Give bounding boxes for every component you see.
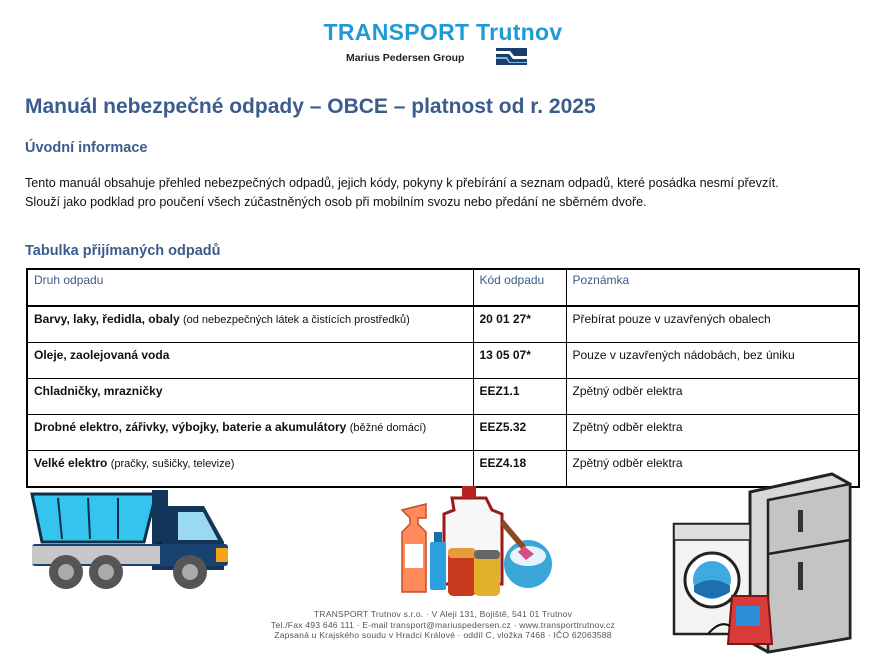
waste-remark-cell: Zpětný odběr elektra	[565, 378, 860, 415]
waste-type-name: Velké elektro	[34, 456, 108, 470]
intro-heading: Úvodní informace	[25, 140, 148, 156]
intro-paragraph: Tento manuál obsahuje přehled nebezpečný…	[25, 174, 865, 212]
waste-code-cell: EEZ4.18	[472, 450, 567, 488]
waste-type-cell: Drobné elektro, zářivky, výbojky, bateri…	[26, 414, 474, 451]
footer-address: TRANSPORT Trutnov s.r.o. · V Aleji 131, …	[313, 609, 573, 619]
waste-code-cell: 20 01 27*	[472, 305, 567, 343]
footer: TRANSPORT Trutnov s.r.o. · V Aleji 131, …	[0, 609, 886, 641]
waste-type-name: Chladničky, mrazničky	[34, 384, 163, 398]
waste-type-name: Barvy, laky, ředidla, obaly	[34, 312, 180, 326]
appliances-illustration	[672, 472, 852, 654]
table-heading: Tabulka přijímaných odpadů	[25, 243, 221, 259]
waste-type-cell: Chladničky, mrazničky	[26, 378, 474, 415]
waste-code-cell: EEZ1.1	[472, 378, 567, 415]
waste-type-cell: Barvy, laky, ředidla, obaly (od nebezpeč…	[26, 305, 474, 343]
table-row: Velké elektro (pračky, sušičky, televize…	[26, 450, 860, 488]
chemical-bottles-illustration	[400, 486, 552, 596]
table-row: Oleje, zaolejovaná voda 13 05 07* Pouze …	[26, 342, 860, 379]
waste-table: Druh odpadu Kód odpadu Poznámka Barvy, l…	[26, 268, 860, 488]
group-name: Marius Pedersen Group	[346, 52, 465, 64]
dump-truck-illustration	[30, 490, 228, 589]
table-row: Chladničky, mrazničky EEZ1.1 Zpětný odbě…	[26, 378, 860, 415]
table-row: Drobné elektro, zářivky, výbojky, bateri…	[26, 414, 860, 451]
document-title: Manuál nebezpečné odpady – OBCE – platno…	[25, 95, 596, 118]
waste-code-cell: 13 05 07*	[472, 342, 567, 379]
footer-registration: Zapsaná u Krajského soudu v Hradci Králo…	[274, 630, 612, 640]
waste-remark-cell: Přebírat pouze v uzavřených obalech	[565, 305, 860, 343]
column-header-remark: Poznámka	[565, 268, 860, 307]
intro-line-2: Slouží jako podklad pro poučení všech zú…	[25, 195, 647, 209]
column-header-type: Druh odpadu	[26, 268, 474, 307]
intro-line-1: Tento manuál obsahuje přehled nebezpečný…	[25, 176, 779, 190]
waste-type-name: Drobné elektro, zářivky, výbojky, bateri…	[34, 420, 347, 434]
table-header-row: Druh odpadu Kód odpadu Poznámka	[26, 268, 860, 307]
waste-type-note: (od nebezpečných látek a čistících prost…	[182, 314, 410, 326]
company-logo-text: TRANSPORT Trutnov	[323, 19, 563, 45]
waste-type-note: (pračky, sušičky, televize)	[110, 458, 235, 470]
waste-type-name: Oleje, zaolejovaná voda	[34, 348, 170, 362]
footer-contact: Tel./Fax 493 646 111 · E-mail transport@…	[271, 619, 615, 630]
column-header-code: Kód odpadu	[472, 268, 567, 307]
waste-type-note: (běžné domácí)	[349, 422, 427, 434]
waste-remark-cell: Pouze v uzavřených nádobách, bez úniku	[565, 342, 860, 379]
waste-type-cell: Velké elektro (pračky, sušičky, televize…	[26, 450, 474, 488]
table-row: Barvy, laky, ředidla, obaly (od nebezpeč…	[26, 305, 860, 343]
waste-type-cell: Oleje, zaolejovaná voda	[26, 342, 474, 379]
waste-code-cell: EEZ5.32	[472, 414, 567, 451]
company-flag-icon	[496, 48, 527, 65]
waste-remark-cell: Zpětný odběr elektra	[565, 414, 860, 451]
